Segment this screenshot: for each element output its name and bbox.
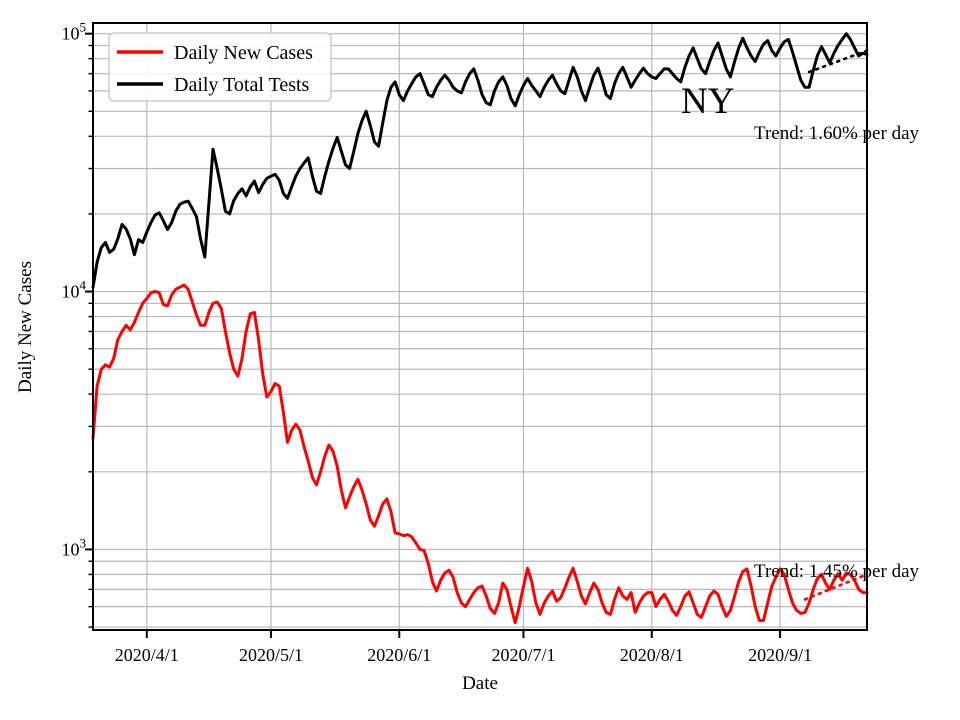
x-tick-label: 2020/4/1 <box>115 645 179 665</box>
x-axis-label: Date <box>462 673 498 694</box>
y-tick-label: 103 <box>62 535 87 559</box>
daily-total-tests-line <box>91 32 869 289</box>
grid-layer <box>93 23 867 630</box>
y-tick-label: 104 <box>62 278 87 302</box>
plot-border <box>92 22 868 631</box>
daily-new-cases-trend-line <box>803 573 869 601</box>
series-layer <box>91 32 869 625</box>
state-annotation: NY <box>681 81 734 122</box>
legend-box <box>108 32 332 102</box>
tick-layer: 103 104 105 2020/4/1 2020/5/1 2020/6/1 2020/7/… <box>62 20 813 665</box>
cases-trend-annotation: Trend: 1.45% per day <box>754 561 919 582</box>
y-axis-label: Daily New Cases <box>15 261 36 393</box>
daily-total-tests-trend-line <box>807 49 869 74</box>
y-tick-label: 105 <box>62 20 87 44</box>
legend-label-daily-new-cases: Daily New Cases <box>174 42 313 64</box>
legend-label-daily-total-tests: Daily Total Tests <box>174 74 310 96</box>
x-tick-label: 2020/9/1 <box>748 645 812 665</box>
x-tick-label: 2020/5/1 <box>239 645 303 665</box>
legend: Daily New Cases Daily Total Tests <box>108 32 332 102</box>
x-tick-label: 2020/6/1 <box>367 645 431 665</box>
x-tick-label: 2020/7/1 <box>491 645 555 665</box>
tests-trend-annotation: Trend: 1.60% per day <box>754 123 919 144</box>
daily-new-cases-line <box>91 283 869 625</box>
x-tick-label: 2020/8/1 <box>620 645 684 665</box>
